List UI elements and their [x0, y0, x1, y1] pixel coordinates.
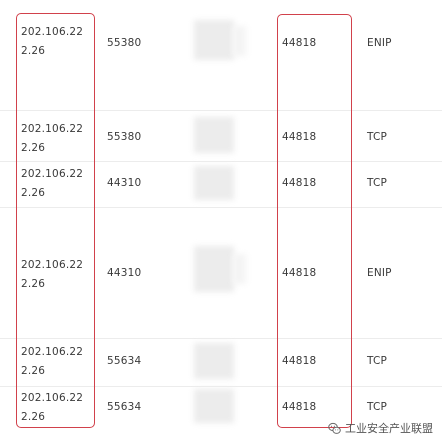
row-divider — [0, 207, 442, 208]
redacted-cell — [194, 20, 234, 60]
table-row: 202.106.22 2.26 55634 44818 TCP — [0, 387, 442, 443]
redacted-cell — [194, 166, 234, 200]
source-ip-line2: 2.26 — [21, 187, 46, 199]
table-row: 202.106.22 2.26 44310 44818 TCP — [0, 162, 442, 207]
redacted-cell — [232, 26, 246, 56]
source-ip-line2: 2.26 — [21, 45, 46, 57]
source-ip-line2: 2.26 — [21, 142, 46, 154]
source-ip: 202.106.22 2.26 — [21, 343, 95, 381]
wechat-icon — [328, 422, 341, 435]
redacted-cell — [194, 246, 234, 292]
source-ip-line1: 202.106.22 — [21, 392, 84, 404]
source-ip: 202.106.22 2.26 — [21, 120, 95, 158]
protocol: TCP — [367, 177, 388, 189]
protocol: TCP — [367, 131, 388, 143]
source-ip-line1: 202.106.22 — [21, 26, 84, 38]
table-row: 202.106.22 2.26 55380 44818 ENIP — [0, 0, 442, 110]
destination-port: 44818 — [282, 355, 317, 367]
protocol: TCP — [367, 401, 388, 413]
source-port: 55380 — [107, 131, 142, 143]
source-ip-line2: 2.26 — [21, 365, 46, 377]
source-port: 44310 — [107, 177, 142, 189]
source-ip-line1: 202.106.22 — [21, 168, 84, 180]
source-port: 55380 — [107, 37, 142, 49]
source-port: 44310 — [107, 267, 142, 279]
source-ip: 202.106.22 2.26 — [21, 256, 95, 294]
source-ip: 202.106.22 2.26 — [21, 389, 95, 427]
destination-port: 44818 — [282, 177, 317, 189]
source-ip-line1: 202.106.22 — [21, 123, 84, 135]
destination-port: 44818 — [282, 37, 317, 49]
source-port: 55634 — [107, 355, 142, 367]
redacted-cell — [194, 343, 234, 379]
table-row: 202.106.22 2.26 44310 44818 ENIP — [0, 208, 442, 338]
redacted-cell — [232, 254, 246, 284]
source-ip: 202.106.22 2.26 — [21, 165, 95, 203]
table-row: 202.106.22 2.26 55380 44818 TCP — [0, 111, 442, 161]
destination-port: 44818 — [282, 401, 317, 413]
protocol: TCP — [367, 355, 388, 367]
source-ip-line1: 202.106.22 — [21, 346, 84, 358]
watermark: 工业安全产业联盟 — [328, 420, 433, 436]
destination-port: 44818 — [282, 131, 317, 143]
row-divider — [0, 110, 442, 111]
redacted-cell — [194, 389, 234, 423]
row-divider — [0, 386, 442, 387]
source-ip-line1: 202.106.22 — [21, 259, 84, 271]
destination-port: 44818 — [282, 267, 317, 279]
row-divider — [0, 161, 442, 162]
row-divider — [0, 338, 442, 339]
redacted-cell — [194, 117, 234, 153]
source-ip: 202.106.22 2.26 — [21, 23, 95, 61]
protocol: ENIP — [367, 267, 392, 279]
source-port: 55634 — [107, 401, 142, 413]
watermark-text: 工业安全产业联盟 — [345, 422, 433, 435]
source-ip-line2: 2.26 — [21, 411, 46, 423]
table-row: 202.106.22 2.26 55634 44818 TCP — [0, 339, 442, 386]
protocol: ENIP — [367, 37, 392, 49]
source-ip-line2: 2.26 — [21, 278, 46, 290]
